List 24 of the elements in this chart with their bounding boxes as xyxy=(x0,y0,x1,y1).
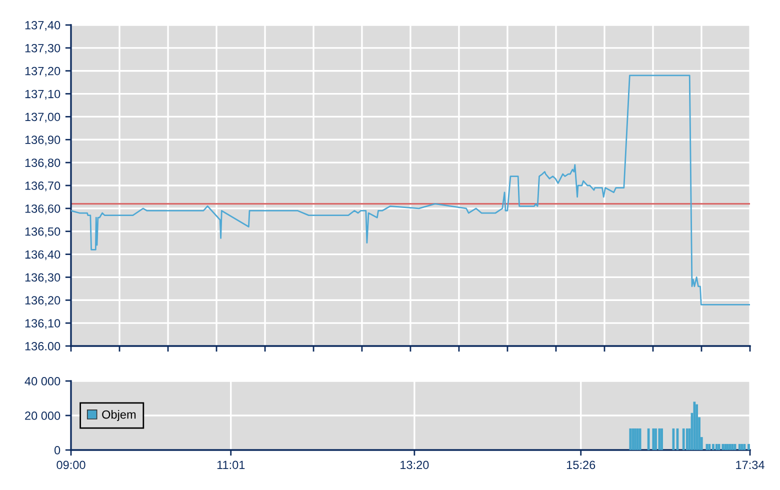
x-tick-label: 13:20 xyxy=(400,460,429,470)
y-tick-label: 137,40 xyxy=(25,21,60,31)
y-tick-label: 0 xyxy=(54,446,60,454)
y-tick-label: 136,20 xyxy=(25,296,60,306)
x-tick-label: 09:00 xyxy=(56,460,86,470)
y-tick-label: 137,10 xyxy=(25,90,60,100)
legend-label: Objem xyxy=(102,410,136,422)
y-tick-label: 137,20 xyxy=(25,66,60,77)
y-tick-label: 137,00 xyxy=(25,112,60,123)
y-tick-label: 136,30 xyxy=(25,273,60,284)
y-tick-label: 136,90 xyxy=(25,136,60,146)
y-tick-label: 136.00 xyxy=(25,342,60,350)
y-tick-label: 136,50 xyxy=(25,227,60,238)
y-tick-label: 136,80 xyxy=(25,158,60,168)
y-tick-label: 136,40 xyxy=(25,250,60,260)
y-tick-label: 20 000 xyxy=(25,412,60,420)
y-tick-label: 40 000 xyxy=(24,377,60,386)
x-tick-label: 11:01 xyxy=(217,460,245,470)
y-tick-label: 136,60 xyxy=(25,204,60,214)
x-tick-label: 17:34 xyxy=(736,460,764,470)
x-tick-label: 15:26 xyxy=(566,460,596,470)
y-tick-label: 136,10 xyxy=(25,319,60,329)
y-tick-label: 137,30 xyxy=(25,44,60,54)
y-tick-label: 136,70 xyxy=(25,182,60,192)
